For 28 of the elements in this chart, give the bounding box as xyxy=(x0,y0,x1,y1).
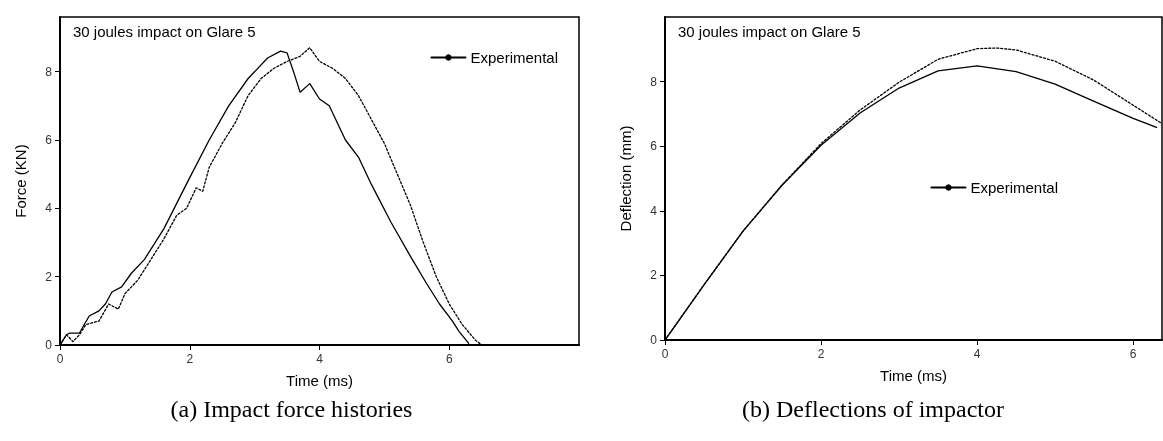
x-tick-label: 2 xyxy=(817,347,825,361)
y-tick-label: 8 xyxy=(45,64,53,79)
y-tick-label: 6 xyxy=(45,133,53,147)
y-tick-label: 2 xyxy=(650,268,658,283)
y-tick-label: 4 xyxy=(45,201,53,216)
x-tick-label: 2 xyxy=(186,352,194,366)
x-tick-label: 0 xyxy=(661,347,669,361)
y-tick-label: 0 xyxy=(45,338,53,352)
x-axis-title: Time (ms) xyxy=(286,372,353,389)
legend-label: Experimental xyxy=(970,179,1059,196)
text: (a) Impact force histories xyxy=(169,396,414,423)
text: (b) Deflections of impactor xyxy=(741,396,1005,423)
y-tick-label: 0 xyxy=(650,333,658,347)
y-tick-label: 2 xyxy=(45,269,53,284)
x-tick-label: 6 xyxy=(1129,347,1137,361)
y-axis-title: Force (KN) xyxy=(12,144,29,218)
y-tick-label: 4 xyxy=(650,203,658,218)
chart-title: 30 joules impact on Glare 5 xyxy=(73,23,256,40)
y-tick-label: 8 xyxy=(650,74,658,89)
y-tick-label: 6 xyxy=(650,139,658,154)
x-tick-label: 4 xyxy=(316,352,324,366)
x-axis-title: Time (ms) xyxy=(880,367,947,384)
x-tick-label: 6 xyxy=(445,352,453,366)
x-tick-label: 0 xyxy=(56,352,64,366)
legend-label: Experimental xyxy=(470,49,559,66)
y-axis-title: Deflection (mm) xyxy=(617,125,634,232)
x-tick-label: 4 xyxy=(973,347,981,361)
chart-title: 30 joules impact on Glare 5 xyxy=(678,23,861,40)
